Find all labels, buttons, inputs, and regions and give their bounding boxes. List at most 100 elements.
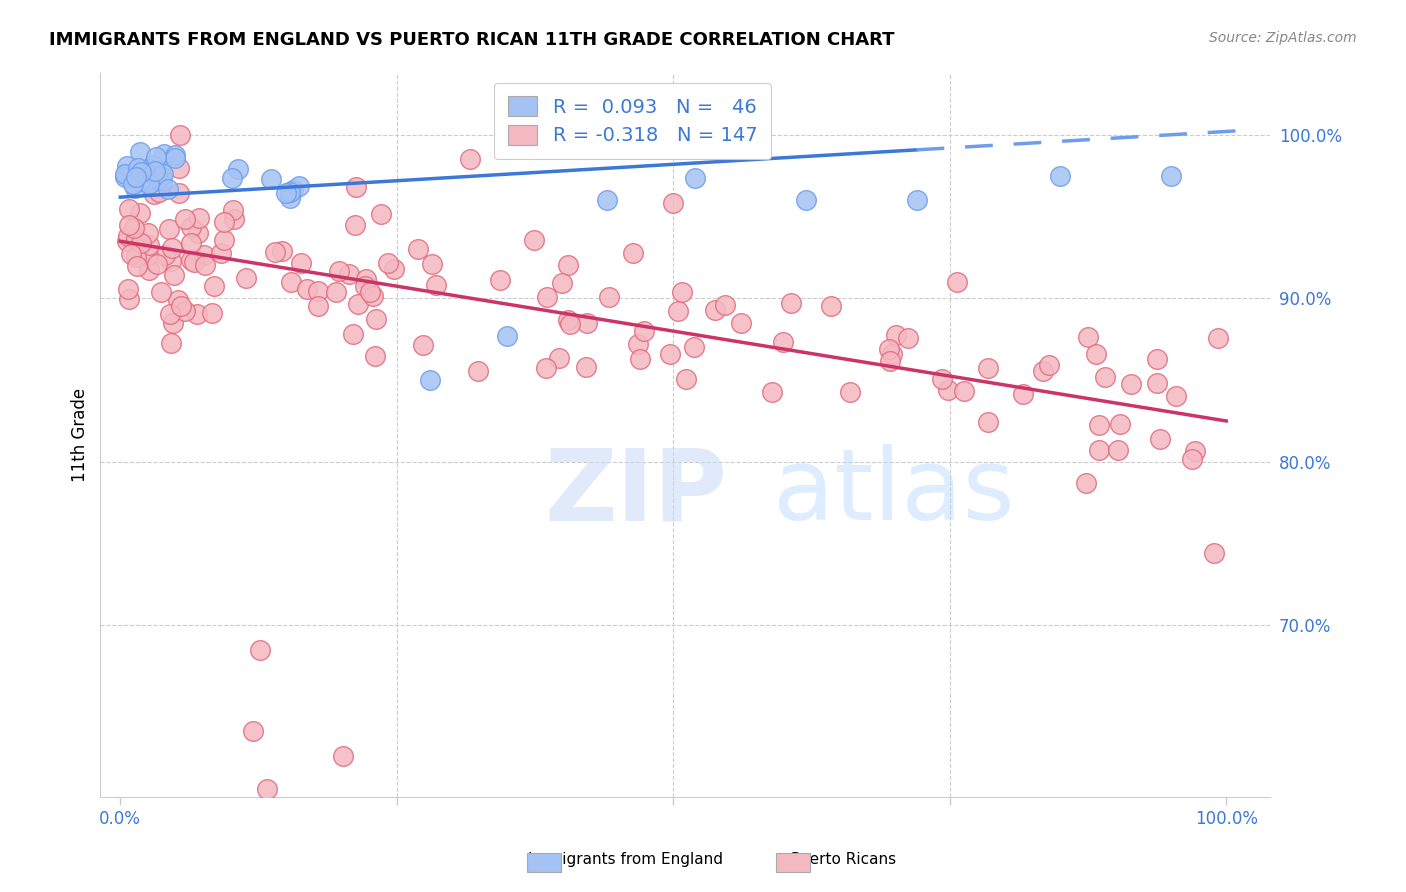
Point — [666, 304, 689, 318]
Point — [127, 259, 149, 273]
Point — [121, 177, 143, 191]
Point — [138, 238, 160, 252]
Point — [143, 164, 166, 178]
Point — [165, 151, 187, 165]
Point — [128, 174, 150, 188]
Point — [931, 372, 953, 386]
Point — [879, 354, 901, 368]
Point — [406, 242, 429, 256]
Point — [160, 336, 183, 351]
Point — [167, 186, 190, 200]
Point — [342, 326, 364, 341]
Point — [1032, 364, 1054, 378]
Point — [139, 176, 162, 190]
Point — [152, 174, 174, 188]
Point — [169, 161, 191, 175]
Point — [730, 316, 752, 330]
Point — [188, 211, 211, 225]
Point — [576, 317, 599, 331]
Point — [882, 346, 904, 360]
Legend: R =  0.093   N =   46, R = -0.318   N = 147: R = 0.093 N = 46, R = -0.318 N = 147 — [495, 83, 770, 159]
Point — [173, 211, 195, 226]
Point — [347, 296, 370, 310]
Point — [280, 276, 302, 290]
Point — [157, 221, 180, 235]
Point — [125, 170, 148, 185]
Point — [271, 244, 294, 258]
Point — [153, 147, 176, 161]
Point — [328, 264, 350, 278]
Point — [1146, 351, 1168, 366]
Point — [128, 206, 150, 220]
Point — [152, 167, 174, 181]
Point — [143, 169, 166, 184]
Point — [180, 219, 202, 234]
Point — [353, 278, 375, 293]
Point — [1146, 376, 1168, 390]
Point — [153, 248, 176, 262]
Point — [364, 312, 387, 326]
Point — [621, 246, 644, 260]
Point — [343, 218, 366, 232]
Point — [114, 170, 136, 185]
Point — [187, 227, 209, 241]
Point — [953, 384, 976, 398]
Point — [977, 415, 1000, 429]
Point — [163, 268, 186, 283]
Point — [1094, 369, 1116, 384]
Point — [180, 253, 202, 268]
Point — [838, 384, 860, 399]
Point — [127, 161, 149, 176]
Point — [1119, 377, 1142, 392]
Point — [167, 293, 190, 308]
Point — [420, 257, 443, 271]
Point — [226, 161, 249, 176]
Point — [209, 246, 232, 260]
Point — [877, 342, 900, 356]
Point — [977, 360, 1000, 375]
Point — [150, 285, 173, 300]
Point — [558, 318, 581, 332]
Point — [290, 256, 312, 270]
Point — [356, 271, 378, 285]
Point — [128, 166, 150, 180]
Point — [142, 158, 165, 172]
Point — [162, 316, 184, 330]
Point — [183, 255, 205, 269]
Point — [332, 748, 354, 763]
Point — [235, 271, 257, 285]
Point — [671, 285, 693, 299]
Point — [627, 337, 650, 351]
Point — [685, 170, 707, 185]
Point — [281, 183, 304, 197]
Point — [1107, 443, 1129, 458]
Point — [117, 283, 139, 297]
Point — [936, 383, 959, 397]
Text: Puerto Ricans: Puerto Ricans — [792, 852, 896, 867]
Point — [278, 186, 301, 200]
Point — [467, 364, 489, 378]
Point — [364, 349, 387, 363]
Point — [897, 330, 920, 344]
Point — [557, 258, 579, 272]
Point — [159, 307, 181, 321]
Point — [1160, 169, 1182, 183]
Point — [145, 150, 167, 164]
Point — [596, 194, 619, 208]
Point — [170, 299, 193, 313]
Point — [120, 169, 142, 184]
Point — [772, 335, 794, 350]
Text: atlas: atlas — [773, 444, 1015, 541]
Point — [419, 373, 441, 387]
Point — [713, 298, 735, 312]
Point — [794, 194, 817, 208]
Point — [202, 278, 225, 293]
Point — [115, 234, 138, 248]
Point — [534, 360, 557, 375]
Point — [259, 172, 281, 186]
Point — [124, 181, 146, 195]
Point — [115, 159, 138, 173]
Point — [628, 352, 651, 367]
Point — [370, 207, 392, 221]
Point — [221, 170, 243, 185]
